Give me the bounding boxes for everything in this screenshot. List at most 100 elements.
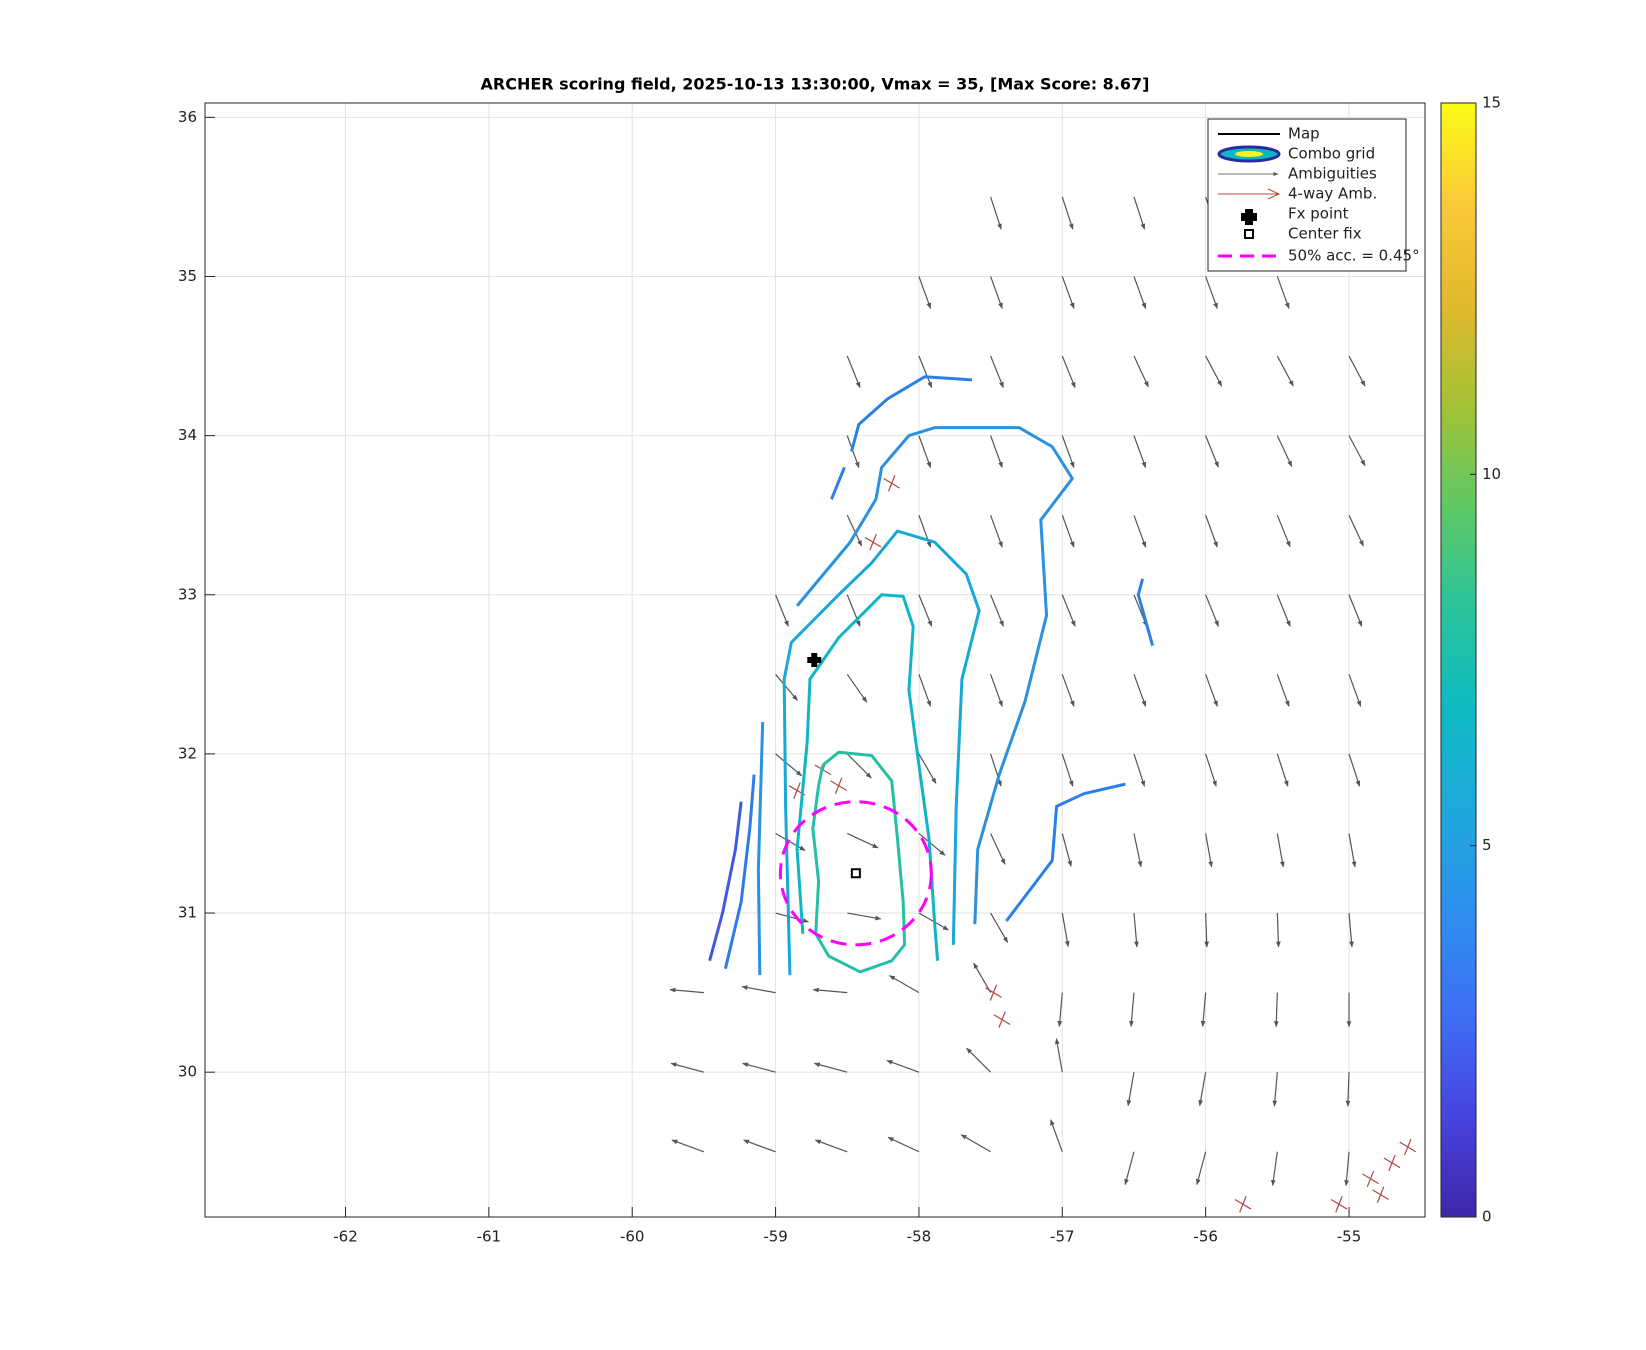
wind-vector [990,276,1003,309]
wind-vector [1133,355,1149,388]
wind-vector [1348,912,1354,948]
legend: Map Combo grid Ambiguities 4-way Amb. Fx… [1207,118,1420,272]
y-tick-label: 35 [178,267,197,285]
colorbar-tick-label: 5 [1482,836,1492,854]
x-tick-label: -62 [333,1228,358,1246]
wind-vector [1126,1072,1135,1107]
wind-vector [1205,355,1223,387]
wind-vector [775,753,803,777]
colorbar-tick-label: 10 [1482,465,1501,483]
wind-vector [1276,833,1285,868]
wind-vector [1348,674,1362,707]
wind-vector [1205,753,1217,787]
wind-vector [1061,912,1070,948]
wind-vector [887,1136,920,1153]
wind-vector [1061,196,1074,230]
wind-vector [1345,1072,1351,1107]
colorbar-tick-label: 0 [1482,1208,1492,1226]
four-way-ambiguity [1399,1138,1417,1156]
wind-vector [775,594,789,627]
legend-symbol [1241,209,1257,225]
wind-vector [1205,594,1219,627]
score-contour [1005,782,1126,922]
wind-vector [1061,435,1075,469]
wind-vector [1133,833,1143,868]
accuracy-circle [778,800,933,947]
legend-label: Combo grid [1288,145,1375,163]
wind-vector [813,1062,848,1073]
x-tick-label: -56 [1193,1228,1218,1246]
x-tick-label: -59 [763,1228,788,1246]
four-way-ambiguity [1362,1170,1379,1188]
legend-label: 4-way Amb. [1288,185,1377,203]
wind-vector [1276,594,1291,627]
wind-vector [1061,276,1075,309]
wind-vector [1061,674,1075,707]
wind-vector [1270,1151,1278,1187]
y-tick-label: 30 [178,1063,197,1081]
wind-vector [1133,912,1139,948]
legend-label: Center fix [1288,225,1362,243]
wind-vector [1205,674,1218,707]
x-tick-label: -55 [1337,1228,1362,1246]
wind-vector [888,975,920,994]
y-tick-label: 36 [178,108,197,126]
wind-vector [1054,1038,1063,1073]
wind-vector [1348,594,1363,627]
four-way-ambiguity [864,534,882,551]
wind-vector [814,1139,848,1153]
wind-vector [1204,913,1210,948]
wind-vector [966,1047,992,1073]
center-fix [850,868,861,879]
score-contour [830,375,973,500]
wind-vector [1276,674,1290,707]
wind-vector [846,514,863,547]
wind-vector [990,833,1006,865]
four-way-ambiguity [1234,1196,1252,1213]
wind-vector [671,1139,705,1153]
legend-label: Map [1288,125,1320,143]
wind-vector [743,1139,776,1153]
wind-vector [1276,355,1294,387]
wind-vector [990,196,1002,230]
wind-vector [670,1062,705,1073]
wind-vector [1205,514,1218,548]
wind-vector [1124,1151,1135,1186]
colorbar [1440,102,1477,1218]
wind-vector [1205,833,1213,868]
wind-vector [990,514,1003,548]
wind-vector [742,1062,776,1073]
wind-vector [1276,276,1290,309]
wind-vector [990,435,1003,469]
score-contour [795,593,940,961]
score-contour [795,426,1074,925]
wind-vector [847,912,882,921]
wind-vector [918,355,933,389]
wind-vector [973,962,992,993]
wind-vector [775,673,798,701]
fx-point [807,653,822,667]
wind-vector [1276,514,1291,548]
wind-vector [1273,992,1279,1028]
wind-vector [1061,833,1073,867]
four-way-ambiguity [830,777,847,794]
axes-box [204,102,1426,1218]
wind-vector [1348,514,1364,547]
four-way-ambiguity [985,984,1002,1001]
legend-label: Fx point [1288,205,1349,223]
score-contour [782,529,981,976]
wind-vector [1050,1119,1063,1152]
wind-vector [846,673,868,703]
x-tick-label: -60 [620,1228,645,1246]
wind-vector [990,594,1004,627]
legend-box [1207,118,1407,272]
wind-vector [1133,753,1146,787]
wind-vector [846,753,872,779]
wind-vector [1061,514,1075,548]
wind-vector [1205,276,1218,309]
wind-vector [1348,833,1357,868]
wind-vector [846,594,861,627]
four-way-ambiguity [1383,1154,1401,1172]
